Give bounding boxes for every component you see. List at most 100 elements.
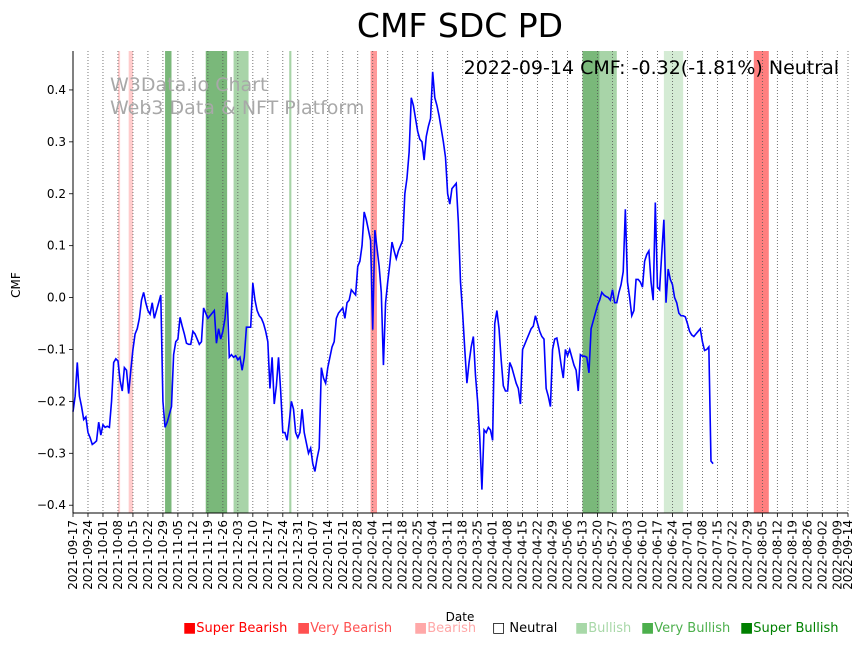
- band-very_bullish-7: [582, 51, 600, 513]
- band-super_bearish_light-10: [753, 51, 769, 513]
- band-weak_bullish-9: [663, 51, 684, 513]
- legend-item-very-bullish: ■Very Bullish: [641, 620, 730, 636]
- x-tick-label-5: 2021-10-22: [141, 520, 155, 590]
- x-tick-label-26: 2022-03-18: [456, 520, 470, 590]
- legend-square-icon: □: [492, 620, 506, 636]
- x-tick-label-3: 2021-10-08: [111, 520, 125, 590]
- x-tick-label-18: 2022-01-21: [336, 520, 350, 590]
- x-tick-label-2: 2021-10-01: [96, 520, 110, 590]
- band-bearish-0: [117, 51, 121, 513]
- watermark-line-1: Web3 Data & NFT Platform: [110, 97, 364, 119]
- x-tick-label-34: 2022-05-13: [576, 520, 590, 590]
- x-tick-label-29: 2022-04-08: [501, 520, 515, 590]
- legend-label: Very Bullish: [654, 621, 731, 636]
- x-tick-label-15: 2021-12-31: [291, 520, 305, 590]
- legend-label: Neutral: [505, 621, 558, 636]
- y-tick-label-6: 0.2: [47, 187, 66, 201]
- chart-annotation: 2022-09-14 CMF: -0.32(-1.81%) Neutral: [464, 57, 839, 79]
- x-tick-label-49: 2022-08-26: [800, 520, 814, 590]
- legend-item-super-bullish: ■Super Bullish: [740, 620, 838, 636]
- x-tick-label-12: 2021-12-10: [246, 520, 260, 590]
- x-tick-label-36: 2022-05-27: [606, 520, 620, 590]
- axes: [72, 51, 848, 514]
- x-tick-label-41: 2022-07-01: [680, 520, 694, 590]
- y-tick-label-0: −0.4: [37, 498, 66, 512]
- legend-square-icon: ■: [740, 620, 754, 636]
- cmf-series-line: [72, 71, 714, 490]
- x-tick-label-14: 2021-12-24: [276, 520, 290, 590]
- legend-label: Very Bearish: [310, 621, 393, 636]
- band-bullish-4: [233, 51, 249, 513]
- x-tick-label-0: 2021-09-17: [66, 520, 80, 590]
- x-tick-label-32: 2022-04-29: [546, 520, 560, 590]
- x-tick-label-4: 2021-10-15: [126, 520, 140, 590]
- x-tick-label-38: 2022-06-10: [635, 520, 649, 590]
- band-bearish-1: [128, 51, 133, 513]
- legend-label: Super Bullish: [753, 621, 839, 636]
- x-tick-label-8: 2021-11-12: [186, 520, 200, 590]
- legend-label: Bearish: [427, 621, 477, 636]
- x-tick-label-30: 2022-04-15: [516, 520, 530, 590]
- legend-item-super-bearish: ■Super Bearish: [183, 620, 287, 636]
- y-tick-label-3: −0.1: [37, 342, 66, 356]
- x-tick-label-45: 2022-07-29: [740, 520, 754, 590]
- chart-title: CMF SDC PD: [357, 6, 563, 45]
- x-tick-label-23: 2022-02-25: [411, 520, 425, 590]
- legend-square-icon: ■: [641, 620, 655, 636]
- x-tick-label-31: 2022-04-22: [531, 520, 545, 590]
- legend-square-icon: ■: [183, 620, 197, 636]
- x-tick-label-10: 2021-11-26: [216, 520, 230, 590]
- x-tick-label-47: 2022-08-12: [770, 520, 784, 590]
- x-tick-label-28: 2022-04-01: [486, 520, 500, 590]
- x-tick-label-6: 2021-10-29: [156, 520, 170, 590]
- x-tick-label-7: 2021-11-05: [171, 520, 185, 590]
- y-tick-label-4: 0.0: [47, 291, 66, 305]
- x-tick-label-21: 2022-02-11: [381, 520, 395, 590]
- x-tick-label-33: 2022-05-06: [561, 520, 575, 590]
- y-tick-label-8: 0.4: [47, 83, 66, 97]
- band-bullish-5: [289, 51, 292, 513]
- y-axis-ticks: −0.4 −0.3 −0.2 −0.1 0.0 0.1 0.2 0.3 0.4: [37, 83, 73, 512]
- legend-label: Super Bearish: [196, 621, 288, 636]
- legend-item-neutral: □ Neutral: [492, 620, 557, 636]
- legend-item-very-bearish: ■Very Bearish: [297, 620, 392, 636]
- legend-item-bullish: ■Bullish: [575, 620, 631, 636]
- x-tick-label-20: 2022-02-04: [366, 520, 380, 590]
- x-tick-label-11: 2021-12-03: [231, 520, 245, 590]
- legend-square-icon: ■: [575, 620, 589, 636]
- y-tick-label-7: 0.3: [47, 135, 66, 149]
- y-axis-label: CMF: [9, 272, 23, 298]
- x-tick-label-51: 2022-09-09: [830, 520, 844, 590]
- x-tick-label-44: 2022-07-22: [725, 520, 739, 590]
- watermark-line-0: W3Data.io Chart: [110, 74, 267, 96]
- x-tick-label-43: 2022-07-15: [710, 520, 724, 590]
- x-axis-label: Date: [446, 610, 475, 624]
- x-tick-label-46: 2022-08-05: [755, 520, 769, 590]
- x-tick-label-1: 2021-09-24: [81, 520, 95, 590]
- y-tick-label-2: −0.2: [37, 394, 66, 408]
- x-tick-label-42: 2022-07-08: [695, 520, 709, 590]
- x-tick-label-16: 2022-01-07: [306, 520, 320, 590]
- legend-square-icon: ■: [414, 620, 428, 636]
- x-tick-label-37: 2022-06-03: [620, 520, 634, 590]
- legend-label: Bullish: [588, 621, 632, 636]
- x-tick-label-25: 2022-03-11: [441, 520, 455, 590]
- x-tick-label-35: 2022-05-20: [591, 520, 605, 590]
- x-tick-label-22: 2022-02-18: [396, 520, 410, 590]
- x-tick-label-24: 2022-03-04: [426, 520, 440, 590]
- y-tick-label-1: −0.3: [37, 446, 66, 460]
- x-tick-label-19: 2022-01-28: [351, 520, 365, 590]
- x-tick-label-27: 2022-03-25: [471, 520, 485, 590]
- x-tick-label-13: 2021-12-17: [261, 520, 275, 590]
- y-tick-label-5: 0.1: [47, 239, 66, 253]
- x-tick-label-17: 2022-01-14: [321, 520, 335, 590]
- x-tick-label-40: 2022-06-24: [665, 520, 679, 590]
- band-very_bullish-2: [165, 51, 172, 513]
- x-tick-label-52: 2022-09-14: [841, 520, 855, 590]
- legend: ■Super Bearish ■Very Bearish ■Bearish □ Neu…: [0, 620, 867, 640]
- band-bullish-8: [599, 51, 617, 513]
- x-axis-ticks: 2021-09-17 2021-09-24 2021-10-01 2021-10-08…: [66, 513, 855, 590]
- band-very_bullish-3: [205, 51, 228, 513]
